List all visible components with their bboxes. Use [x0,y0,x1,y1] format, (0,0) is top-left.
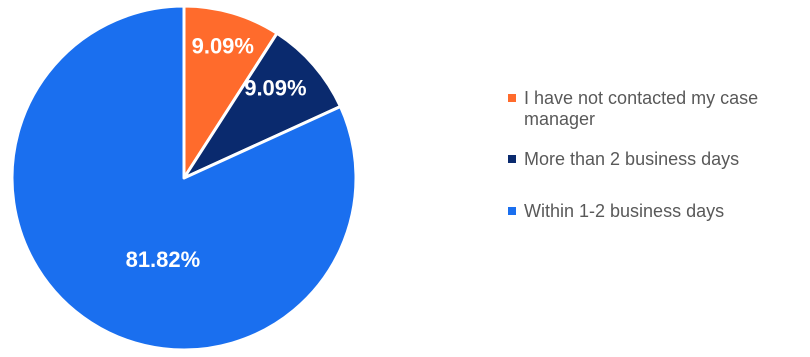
legend-item-not-contacted: I have not contacted my case manager [508,88,808,130]
data-label-not-contacted: 9.09% [192,34,254,59]
pie-slice-more-than-2-days [182,31,342,180]
legend-label-more-than-2-days: More than 2 business days [524,149,740,169]
pie-chart: 9.09% 9.09% 81.82% [0,0,400,352]
pie-svg: 9.09% 9.09% 81.82% [10,4,358,352]
pie-data-labels: 9.09% 9.09% 81.82% [126,34,307,273]
data-label-more-than-2-days: 9.09% [244,76,306,101]
legend-item-more-than-2-days: More than 2 business days [508,149,808,170]
legend-swatch-within-1-2-days [508,207,516,215]
pie-slice-within-1-2-days [10,4,358,352]
legend: I have not contacted my case manager Mor… [508,88,808,222]
legend-swatch-more-than-2-days [508,155,516,163]
pie-slices [10,4,358,352]
legend-label-within-1-2-days: Within 1-2 business days [524,201,725,221]
legend-item-within-1-2-days: Within 1-2 business days [508,201,808,222]
legend-swatch-not-contacted [508,94,516,102]
pie-slice-not-contacted [182,4,279,180]
data-label-within-1-2-days: 81.82% [126,247,201,272]
legend-label-not-contacted: I have not contacted my case manager [524,88,759,129]
